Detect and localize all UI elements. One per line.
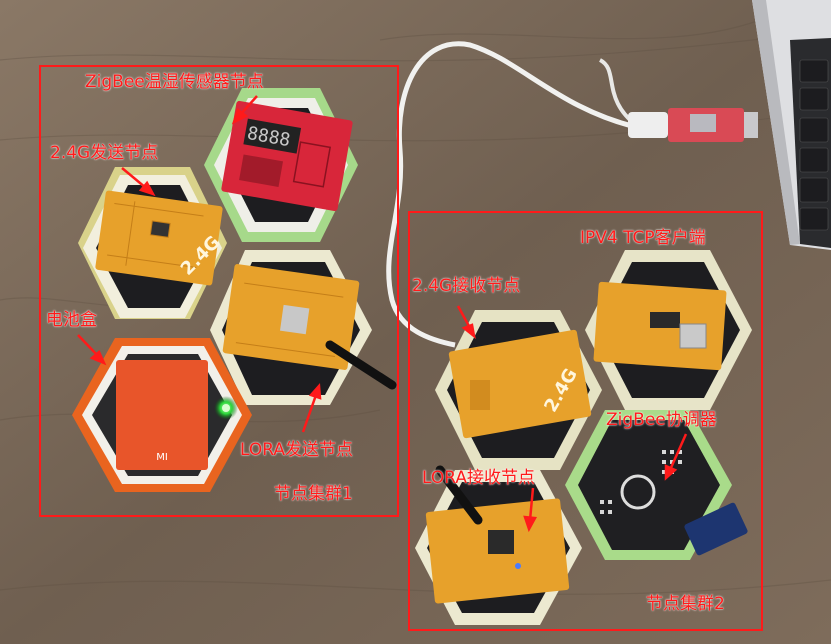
arrow-battery <box>77 334 107 366</box>
label-cluster1: 节点集群1 <box>274 484 353 504</box>
label-24g-send-node: 2.4G发送节点 <box>50 143 159 163</box>
label-24g-receive-node: 2.4G接收节点 <box>412 276 521 296</box>
node-ipv4-tcp-client <box>585 250 752 410</box>
annotation-boxes <box>39 65 763 631</box>
label-lora-receive-node: LORA接收节点 <box>422 468 535 488</box>
node-24g-send: 2.4G <box>78 167 227 319</box>
cluster1-box <box>39 65 399 517</box>
label-cluster2: 节点集群2 <box>646 594 725 614</box>
lora-antenna-1 <box>325 340 397 390</box>
arrow-lora-receive <box>523 487 537 533</box>
node-lora-receive <box>415 465 582 625</box>
label-zigbee-coordinator: ZigBee协调器 <box>606 410 717 430</box>
node-24g-receive: 2.4G <box>435 310 602 470</box>
battery-brand-mark: MI <box>156 452 168 463</box>
battery-box: MI <box>72 338 252 492</box>
arrow-zigbee-temp <box>231 95 258 125</box>
arrow-24g-receive <box>456 305 476 340</box>
label-zigbee-temperature-node: ZigBee温湿传感器节点 <box>85 72 264 92</box>
node-lora-send <box>210 250 397 405</box>
usb-dongle <box>628 108 758 142</box>
arrow-lora-send <box>301 382 322 433</box>
arrow-24g-send <box>121 167 156 197</box>
label-ipv4-tcp-client: IPV4 TCP客户端 <box>580 228 706 248</box>
arrow-coordinator <box>664 433 688 481</box>
label-lora-send-node: LORA发送节点 <box>240 440 353 460</box>
node-zigbee-coordinator <box>565 410 748 560</box>
lora-antenna-2 <box>435 465 483 525</box>
oled-display <box>684 502 748 556</box>
laptop <box>752 0 831 250</box>
cluster2-box <box>408 211 763 631</box>
node-zigbee-temperature: 8888 <box>204 88 358 242</box>
label-battery-box: 电池盒 <box>46 310 97 330</box>
annotation-arrows <box>77 95 688 533</box>
